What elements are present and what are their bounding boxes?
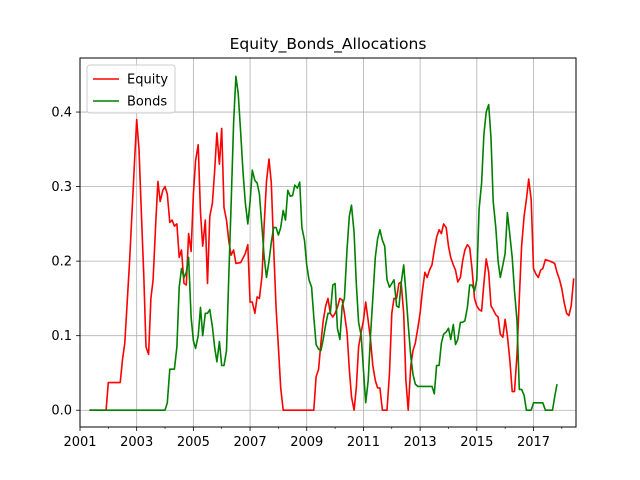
series-lines bbox=[89, 75, 575, 411]
y-tick-label: 0.2 bbox=[51, 255, 72, 270]
legend: Equity Bonds bbox=[86, 64, 176, 114]
x-tick-label: 2011 bbox=[347, 435, 380, 450]
axis-ticks: 2001 2003 2005 2007 2009 2011 2013 2015 2017 0.0 0… bbox=[51, 106, 563, 450]
plot-frame bbox=[79, 57, 577, 428]
x-tick-label: 2003 bbox=[120, 435, 153, 450]
x-tick-label: 2017 bbox=[517, 435, 550, 450]
y-tick-label: 0.0 bbox=[51, 404, 72, 419]
y-tick-label: 0.1 bbox=[51, 329, 72, 344]
bonds-series-line bbox=[89, 75, 558, 411]
x-tick-label: 2015 bbox=[460, 435, 493, 450]
x-tick-label: 2009 bbox=[290, 435, 323, 450]
x-tick-label: 2013 bbox=[404, 435, 437, 450]
x-tick-label: 2001 bbox=[63, 435, 96, 450]
chart-title: Equity_Bonds_Allocations bbox=[230, 35, 427, 54]
legend-label-equity: Equity bbox=[127, 73, 168, 88]
y-tick-label: 0.3 bbox=[51, 180, 72, 195]
grid-lines bbox=[79, 58, 576, 427]
x-tick-label: 2007 bbox=[234, 435, 267, 450]
legend-label-bonds: Bonds bbox=[127, 95, 167, 110]
y-tick-label: 0.4 bbox=[51, 106, 72, 121]
x-tick-label: 2005 bbox=[177, 435, 210, 450]
